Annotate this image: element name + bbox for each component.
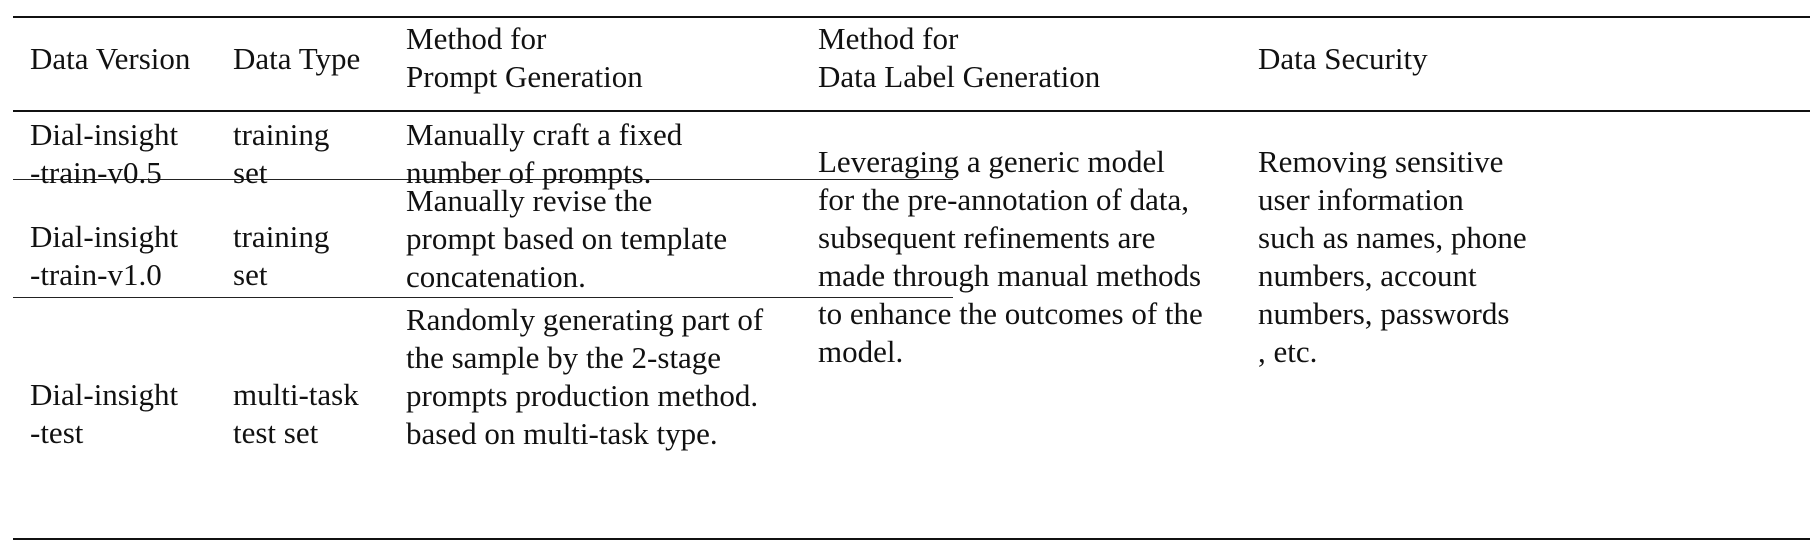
row3-type: multi-task test set: [233, 377, 359, 450]
row1-type: training set: [233, 117, 330, 190]
table-bottom-rule: [13, 538, 1810, 540]
row3-prompt-method: Randomly generating part of the sample b…: [406, 302, 764, 451]
table-top-rule: [13, 16, 1810, 18]
header-data-security: Data Security: [1258, 41, 1428, 76]
row-divider: [13, 297, 953, 298]
header-prompt-method: Method for Prompt Generation: [406, 21, 643, 94]
header-label-method: Method for Data Label Generation: [818, 21, 1101, 94]
header-data-version: Data Version: [30, 41, 191, 76]
data-security-cell: Removing sensitive user information such…: [1258, 144, 1527, 369]
header-data-type: Data Type: [233, 41, 361, 76]
row2-version: Dial-insight -train-v1.0: [30, 219, 179, 292]
table-header-rule: [13, 110, 1810, 112]
row2-prompt-method: Manually revise the prompt based on temp…: [406, 183, 728, 294]
row1-prompt-method: Manually craft a fixed number of prompts…: [406, 117, 683, 190]
row-divider: [13, 179, 953, 180]
row3-version: Dial-insight -test: [30, 377, 179, 450]
label-method-cell: Leveraging a generic model for the pre-a…: [818, 144, 1203, 369]
row1-version: Dial-insight -train-v0.5: [30, 117, 179, 190]
row2-type: training set: [233, 219, 330, 292]
